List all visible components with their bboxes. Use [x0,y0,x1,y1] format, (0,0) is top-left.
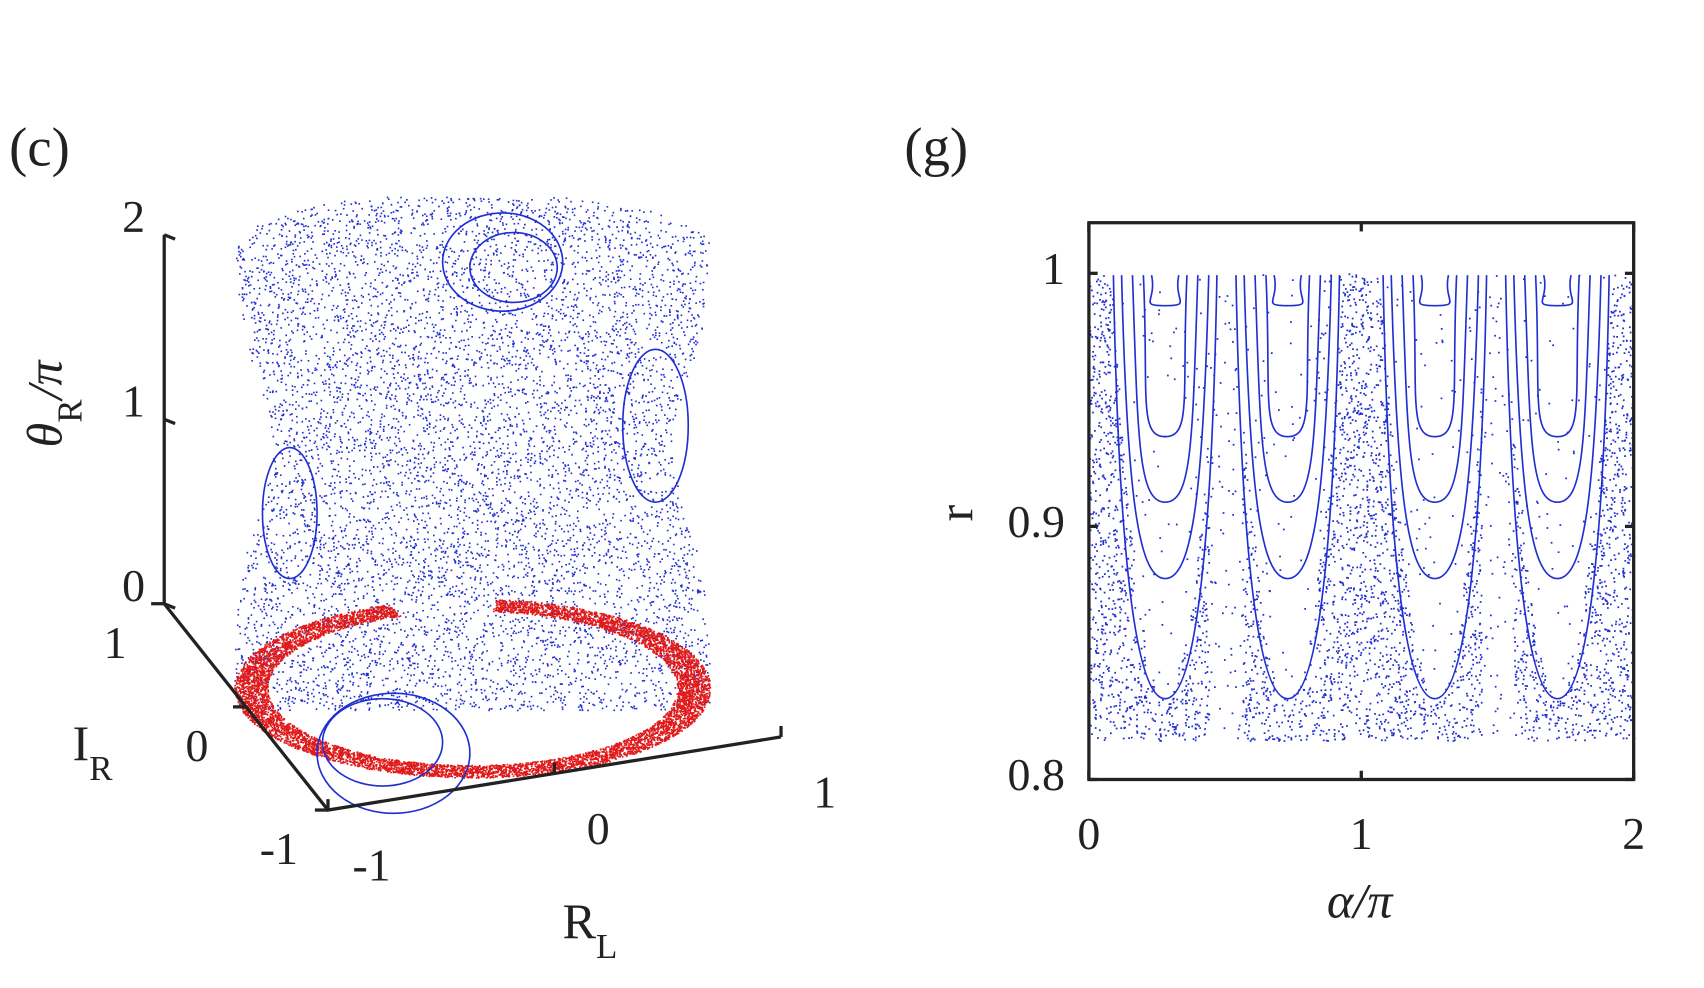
x-tick-label: -1 [353,840,391,891]
label-main: θ [16,423,72,448]
label-tail: /π [16,359,72,403]
island-curve [1120,275,1210,580]
island-curve [1149,274,1182,307]
x-axis-title: α/π [1327,873,1394,929]
z-tick [163,233,176,241]
island-curve [1523,275,1591,504]
z-axis-title: θR/π [16,359,90,448]
island-curve [1512,275,1602,580]
island-curve [1112,275,1218,700]
x-tick-label: 0 [1077,808,1100,859]
island-curve [621,348,690,504]
island-curve [469,231,559,304]
z-tick-label: 1 [122,376,145,427]
island-curve [1390,275,1480,580]
island-curve [1412,275,1458,438]
x-tick-label: 2 [1622,808,1645,859]
island-curve [1418,274,1451,307]
island-curve [1142,275,1188,438]
scatter-texture [234,599,712,779]
panel-label: (g) [904,116,968,177]
y-tick-label: 0.9 [1008,496,1065,547]
island-curve [1271,274,1304,307]
island-curve [261,446,318,580]
panel-label: (c) [9,116,70,177]
y-tick-label: 1 [1042,243,1065,294]
x-axis-title: RL [563,892,618,966]
island-curve [316,692,471,815]
island-curve [1265,275,1311,438]
x-tick-label: 1 [813,766,836,817]
x-tick-label: 1 [1350,808,1373,859]
z-tick-label: 2 [122,191,145,242]
z-tick-label: 0 [122,560,145,611]
y-tick-label: 0.8 [1008,749,1065,800]
island-curve [1131,275,1199,504]
scatter-texture [234,196,711,712]
island-curve [321,697,444,787]
y-axis-title: r [928,504,984,521]
island-curve [1534,275,1581,438]
island-curve [1541,274,1574,307]
y-tick-label: 1 [104,617,127,668]
y-axis-title: IR [73,714,114,788]
x-tick-label: 0 [587,803,610,854]
island-curve [1254,275,1322,504]
z-tick [163,602,176,610]
island-curve [1382,275,1488,700]
label-sub: R [89,749,113,788]
z-tick [163,417,176,426]
island-curve [1401,275,1469,504]
island-curve [1235,275,1341,700]
scatter-texture [1088,273,1636,742]
island-curve [441,212,564,312]
y-tick-label: -1 [260,823,298,874]
label-main: R [563,892,597,948]
label-main: I [73,714,90,770]
island-curve [1243,275,1333,580]
island-curve [1504,275,1610,700]
label-sub: R [51,399,90,423]
label-sub: L [596,927,617,966]
y-tick-label: 0 [186,720,209,771]
